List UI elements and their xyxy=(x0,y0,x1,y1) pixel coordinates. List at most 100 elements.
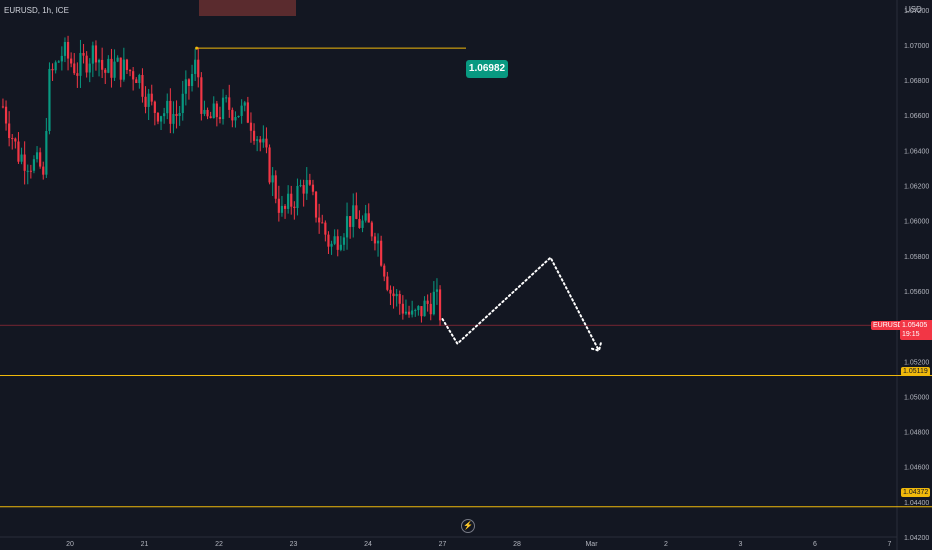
levels-group xyxy=(0,46,932,508)
time-tick-label: Mar xyxy=(585,541,598,548)
candle-body xyxy=(45,130,48,175)
candle-body xyxy=(429,303,432,315)
candle-body xyxy=(349,216,352,227)
candle-body xyxy=(203,109,206,114)
candle-body xyxy=(172,114,175,124)
high-price-label: 1.06982 xyxy=(466,60,508,78)
candle-body xyxy=(271,175,274,183)
time-tick-label: 20 xyxy=(66,541,74,548)
candle-body xyxy=(17,141,20,162)
candle-body xyxy=(4,106,8,124)
candle-body xyxy=(138,74,141,84)
candle-body xyxy=(342,237,346,245)
candle-body xyxy=(97,59,101,63)
level-tag-2: 1.04372 xyxy=(901,488,931,497)
candle-body xyxy=(163,113,166,117)
price-tick-label: 1.04800 xyxy=(904,430,929,437)
candle-body xyxy=(367,213,370,223)
candle-body xyxy=(225,97,228,99)
candle-body xyxy=(166,100,169,114)
candle-body xyxy=(324,222,327,235)
price-tick-label: 1.06800 xyxy=(904,78,929,85)
candle-body xyxy=(237,115,240,117)
candle-body xyxy=(299,185,302,187)
candle-body xyxy=(125,59,129,71)
candle-body xyxy=(14,138,17,142)
candle-body xyxy=(355,205,358,219)
candle-body xyxy=(268,147,271,183)
candle-body xyxy=(42,166,45,175)
candle-body xyxy=(420,306,423,317)
candle-body xyxy=(63,41,67,56)
price-tick-label: 1.05200 xyxy=(904,359,929,366)
candle-body xyxy=(290,193,293,207)
candle-body xyxy=(373,236,377,244)
candle-body xyxy=(249,122,253,131)
candle-body xyxy=(11,138,14,140)
symbol-title[interactable]: EURUSD, 1h, ICE xyxy=(4,6,69,15)
time-axis: 20 21 22 23 24 27 28 Mar 2 3 6 7 xyxy=(66,541,891,548)
candle-body xyxy=(70,58,73,64)
high-price-dot xyxy=(195,46,199,50)
candle-body xyxy=(228,97,231,110)
candle-body xyxy=(243,102,246,106)
candle-body xyxy=(66,41,70,59)
price-tick-label: 1.06000 xyxy=(904,219,929,226)
candle-body xyxy=(265,138,268,148)
time-tick-label: 21 xyxy=(141,541,149,548)
candle-body xyxy=(206,109,209,117)
projection-path[interactable] xyxy=(441,255,600,352)
candle-body xyxy=(389,289,392,294)
candle-body xyxy=(414,310,417,312)
candle-body xyxy=(181,93,184,114)
time-tick-label: 28 xyxy=(513,541,521,548)
candle-body xyxy=(333,236,336,244)
candle-body xyxy=(336,236,339,250)
candle-body xyxy=(314,191,318,218)
candle-body xyxy=(122,59,125,80)
candle-body xyxy=(82,52,85,56)
candle-body xyxy=(380,240,383,266)
candle-body xyxy=(104,69,107,73)
candle-body xyxy=(256,139,259,141)
candle-body xyxy=(1,106,5,108)
candle-body xyxy=(54,62,57,71)
candle-body xyxy=(197,59,200,78)
candle-body xyxy=(51,68,54,71)
price-tick-label: 1.05000 xyxy=(904,394,929,401)
candle-body xyxy=(262,138,265,143)
time-tick-label: 27 xyxy=(439,541,447,548)
candle-body xyxy=(20,154,23,162)
candle-body xyxy=(231,109,234,121)
candle-body xyxy=(156,112,160,122)
candle-body xyxy=(308,180,311,185)
candle-body xyxy=(215,103,218,118)
candle-body xyxy=(153,101,156,113)
time-tick-label: 2 xyxy=(664,541,668,548)
candle-body xyxy=(411,310,414,315)
symbol-price-tag: EURUSD xyxy=(871,321,905,330)
candle-body xyxy=(212,103,215,119)
candle-body xyxy=(364,213,367,221)
price-tick-label: 1.06600 xyxy=(904,113,929,120)
candle-body xyxy=(392,293,395,297)
candle-body xyxy=(209,116,212,119)
candle-body xyxy=(352,205,355,227)
candle-body xyxy=(73,63,76,74)
candle-body xyxy=(293,206,296,209)
candle-body xyxy=(147,93,150,107)
candle-body xyxy=(287,193,290,209)
candle-body xyxy=(426,300,429,304)
price-tick-label: 1.05600 xyxy=(904,289,929,296)
candle-body xyxy=(321,222,324,224)
level-tag-1: 1.05119 xyxy=(901,367,930,376)
flash-icon[interactable]: ⚡ xyxy=(461,519,475,533)
candle-body xyxy=(234,116,237,121)
candle-body xyxy=(8,123,11,139)
price-axis: 1.04200 1.04400 1.04600 1.04800 1.05000 1.052… xyxy=(904,8,929,542)
candle-body xyxy=(39,152,42,167)
currency-label: USD xyxy=(905,5,922,14)
candle-body xyxy=(150,93,153,102)
